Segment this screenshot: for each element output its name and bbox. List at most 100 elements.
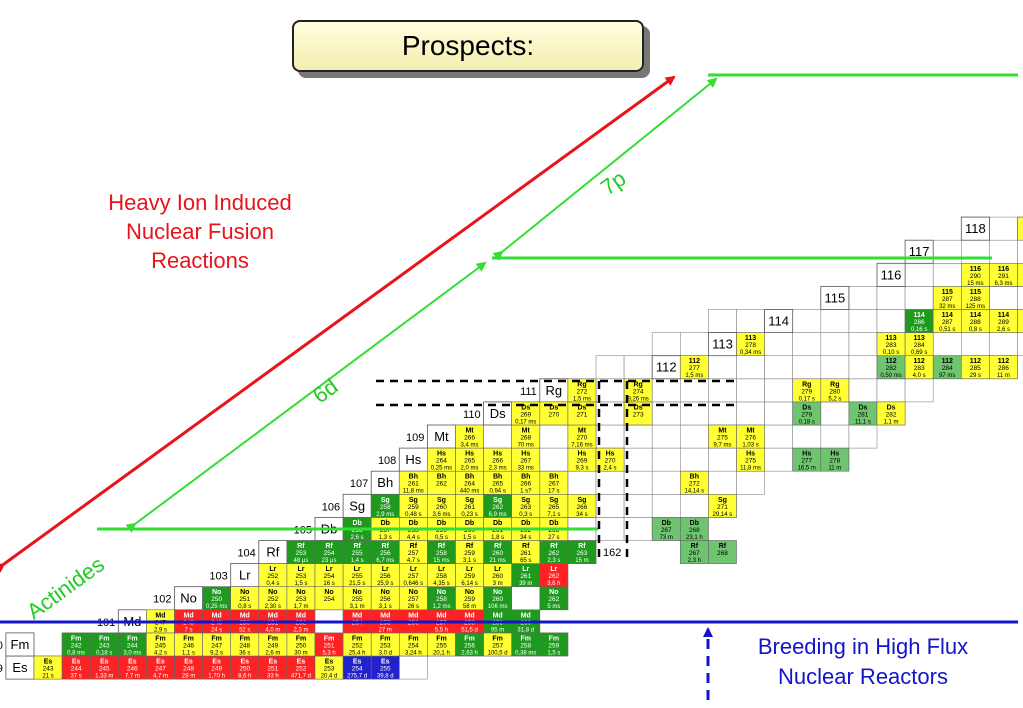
nuclide-half-life: 2,4 s: [604, 466, 617, 472]
nuclide-mass: 258: [380, 504, 391, 511]
nuclide-half-life: 0,8 s: [969, 327, 982, 333]
nuclide-element: No: [437, 589, 446, 596]
grid-cell: [623, 447, 653, 472]
grid-cell: [679, 447, 709, 472]
heavy-ion-label: Heavy Ion Induced Nuclear Fusion Reactio…: [80, 188, 320, 275]
nuclide-element: Mt: [522, 428, 531, 435]
nuclide-mass: 286: [998, 365, 1009, 372]
nuclide-element: Db: [437, 520, 446, 527]
nuclide-mass: 251: [239, 596, 250, 603]
nuclide-mass: 288: [970, 319, 981, 326]
nuclide-half-life: 4,35 s: [433, 581, 449, 587]
nuclide-element: Es: [269, 659, 278, 666]
nuclide-half-life: 24 s: [211, 627, 222, 633]
nuclide-half-life: 73 m: [660, 535, 673, 541]
nuclide-half-life: 0,25 ms: [206, 604, 227, 610]
nuclide-element: Db: [352, 520, 361, 527]
grid-cell: [1017, 286, 1023, 310]
nuclide-half-life: 0,51 s: [939, 327, 955, 333]
element-z: 108: [378, 455, 396, 467]
nuclide-element: 114: [970, 312, 981, 319]
grid-cell: [1017, 239, 1023, 264]
nuclide-half-life: 4,0 s: [913, 373, 926, 379]
nuclide-half-life: 0,5 s: [435, 535, 448, 541]
nuclide-half-life: 3,6 h: [547, 581, 560, 587]
nuclide-fill: [876, 401, 906, 426]
nuclide-mass: 254: [324, 596, 335, 603]
nuclide-element: Rf: [353, 543, 361, 550]
grid-cell: [876, 378, 906, 403]
nuclide-fill: [679, 517, 709, 541]
element-symbol: 113: [712, 337, 733, 352]
element-z: 104: [237, 548, 255, 560]
nuclide-element: Hs: [437, 451, 446, 458]
nuclide-element: Fm: [211, 635, 222, 642]
nuclide-mass: 288: [970, 296, 981, 303]
nuclide-mass: 244: [71, 666, 82, 673]
grid-cell: [708, 309, 737, 333]
nuclide-half-life: 2,63 h: [461, 650, 478, 656]
nuclide-half-life: 20,4 d: [321, 674, 338, 680]
nuclide-element: Bh: [437, 474, 446, 481]
grid-cell: [539, 447, 569, 472]
nuclide-mass: 261: [464, 504, 475, 511]
nuclide-half-life: 0,17 ms: [515, 419, 536, 425]
nuclide-half-life: 34 s: [520, 535, 531, 541]
nuclide-element: Lr: [550, 566, 557, 573]
nuclide-element: Lr: [269, 566, 276, 573]
nuclide-half-life: 0,8 s: [238, 604, 251, 610]
element-z: 99: [0, 663, 3, 675]
nuclide-half-life: 3,6 ms: [432, 512, 450, 518]
nuclide-element: Md: [408, 612, 418, 619]
nuclide-half-life: 11 m: [997, 373, 1010, 379]
element-z: 106: [322, 501, 340, 513]
nuclide-element: Lr: [438, 566, 445, 573]
nuclide-half-life: 2,3 s: [547, 558, 560, 564]
nuclide-half-life: 48 μs: [294, 558, 309, 564]
nuclide-mass: 262: [548, 573, 559, 580]
grid-cell: [820, 424, 850, 449]
nuclide-element: Hs: [830, 451, 839, 458]
nuclide-element: No: [381, 589, 390, 596]
nuclide-mass: 283: [886, 342, 897, 349]
nuclide-fill: [1017, 309, 1023, 333]
nuclide-element: Db: [690, 520, 699, 527]
nuclide-mass: 256: [380, 550, 391, 557]
element-symbol: 116: [881, 267, 902, 282]
nuclide-half-life: 0,50 ms: [880, 373, 901, 379]
nuclide-mass: 255: [352, 573, 363, 580]
grid-cell: [960, 239, 990, 264]
nuclide-element: No: [352, 589, 361, 596]
nuclide-mass: 267: [548, 481, 559, 488]
nuclide-mass: 248: [183, 666, 194, 673]
breeding-label: Breeding in High Flux Nuclear Reactors: [718, 632, 1008, 692]
nuclide-half-life: 3,0 d: [379, 650, 392, 656]
element-symbol-box: [764, 309, 794, 334]
nuclide-half-life: 0,4 s: [266, 581, 279, 587]
nuclide-half-life: 21 ms: [489, 558, 505, 564]
nuclide-half-life: 1,33 m: [95, 674, 113, 680]
nuclide-mass: 283: [914, 365, 925, 372]
nuclide-element: Md: [155, 612, 165, 619]
nuclide-half-life: 0,8 ms: [67, 650, 85, 656]
nuclide-mass: 260: [492, 596, 503, 603]
nuclide-half-life: 16 s: [323, 581, 334, 587]
nuclide-half-life: 1,03 s: [742, 443, 758, 449]
nuclide-mass: 249: [211, 666, 222, 673]
nuclide-element: 112: [942, 358, 953, 365]
nuclide-element: Sg: [493, 497, 502, 504]
